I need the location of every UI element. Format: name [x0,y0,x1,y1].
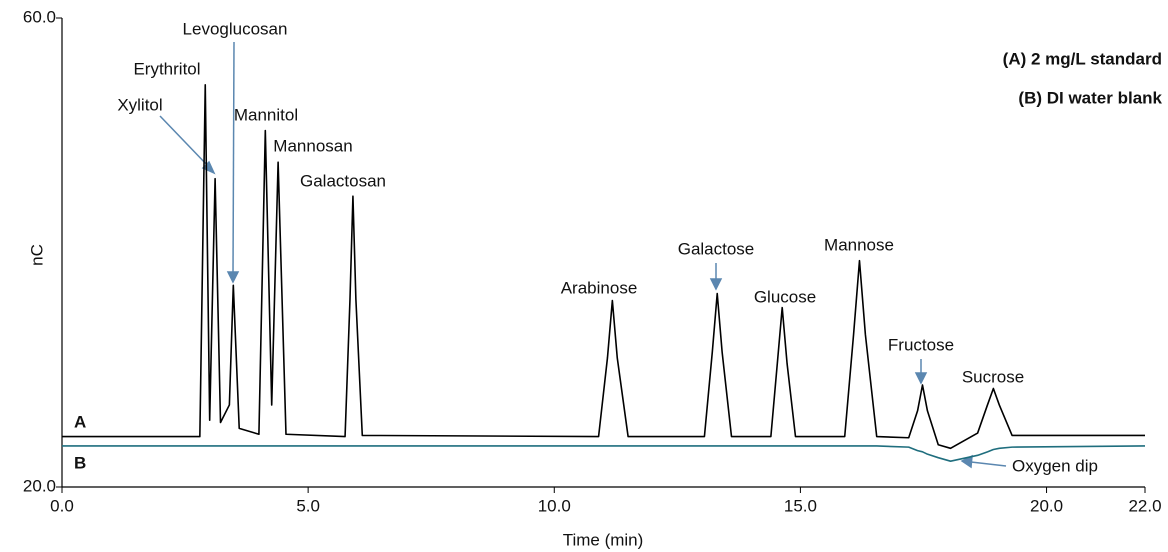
x-tick-label: 22.0 [1128,496,1161,515]
peak-label: Mannosan [273,136,352,155]
series-label: A [74,412,86,431]
peak-label: Oxygen dip [1012,456,1098,475]
peak-label: Mannitol [234,105,298,124]
peak-label: Levoglucosan [183,19,288,38]
x-tick-label: 0.0 [50,496,74,515]
y-tick-label: 60.0 [23,7,56,26]
peak-label: Galactose [678,239,755,258]
x-tick-label: 15.0 [784,496,817,515]
x-tick-label: 10.0 [538,496,571,515]
x-tick-label: 20.0 [1030,496,1063,515]
x-axis-label: Time (min) [563,530,644,549]
legend-entry: (A) 2 mg/L standard [1003,49,1162,68]
arrow [159,115,210,168]
peak-label: Mannose [824,235,894,254]
peak-label: Xylitol [117,95,162,114]
series-label: B [74,453,86,472]
arrow-head [709,278,723,291]
legend-entry: (B) DI water blank [1018,88,1162,107]
arrow-head [960,454,973,469]
arrow-head [226,271,240,284]
arrow [970,461,1007,467]
trace-line [62,445,1146,462]
peak-label: Glucose [754,287,816,306]
peak-label: Erythritol [133,59,200,78]
arrow-head [914,372,928,385]
arrows [159,41,1007,469]
peak-label: Sucrose [962,367,1024,386]
y-tick-label: 20.0 [23,476,56,495]
peak-label: Arabinose [561,278,638,297]
peak-label: Fructose [888,335,954,354]
peak-label: Galactosan [300,171,386,190]
y-axis-label: nC [27,244,46,266]
arrow [232,41,235,275]
trace-line [62,84,1145,450]
x-tick-label: 5.0 [296,496,320,515]
